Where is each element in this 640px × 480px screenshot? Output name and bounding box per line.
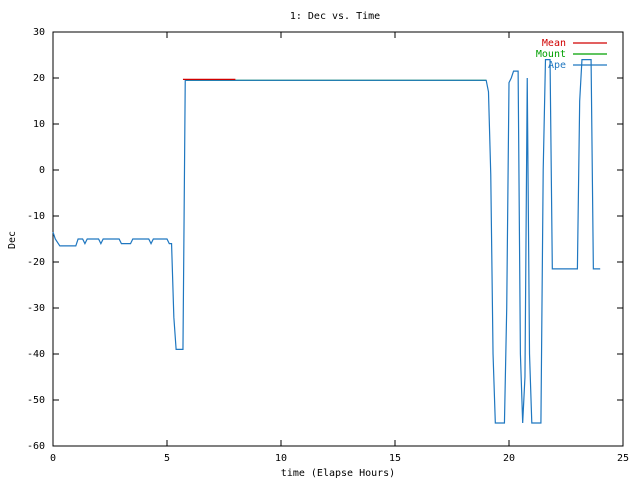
- y-tick-label: -20: [27, 257, 45, 268]
- y-tick-label: -50: [27, 395, 45, 406]
- x-tick-label: 25: [617, 453, 629, 464]
- y-tick-label: -60: [27, 441, 45, 452]
- legend-label: Mean: [542, 38, 566, 49]
- y-tick-label: -30: [27, 303, 45, 314]
- y-axis-label: Dec: [7, 231, 18, 249]
- plot-frame: [52, 31, 624, 447]
- x-tick-label: 5: [164, 453, 170, 464]
- y-tick-label: -40: [27, 349, 45, 360]
- x-axis-label: time (Elapse Hours): [281, 468, 395, 479]
- chart-title: 1: Dec vs. Time: [290, 11, 380, 22]
- y-tick-label: 0: [39, 165, 45, 176]
- line-series: [52, 59, 601, 424]
- y-tick-label: 20: [33, 73, 45, 84]
- x-tick-label: 10: [275, 453, 287, 464]
- legend-label: Ape: [548, 60, 566, 71]
- x-tick-label: 20: [503, 453, 515, 464]
- x-tick-label: 15: [389, 453, 401, 464]
- y-tick-label: -10: [27, 211, 45, 222]
- y-tick-label: 30: [33, 27, 45, 38]
- legend-label: Mount: [536, 49, 566, 60]
- y-tick-label: 10: [33, 119, 45, 130]
- x-tick-label: 0: [50, 453, 56, 464]
